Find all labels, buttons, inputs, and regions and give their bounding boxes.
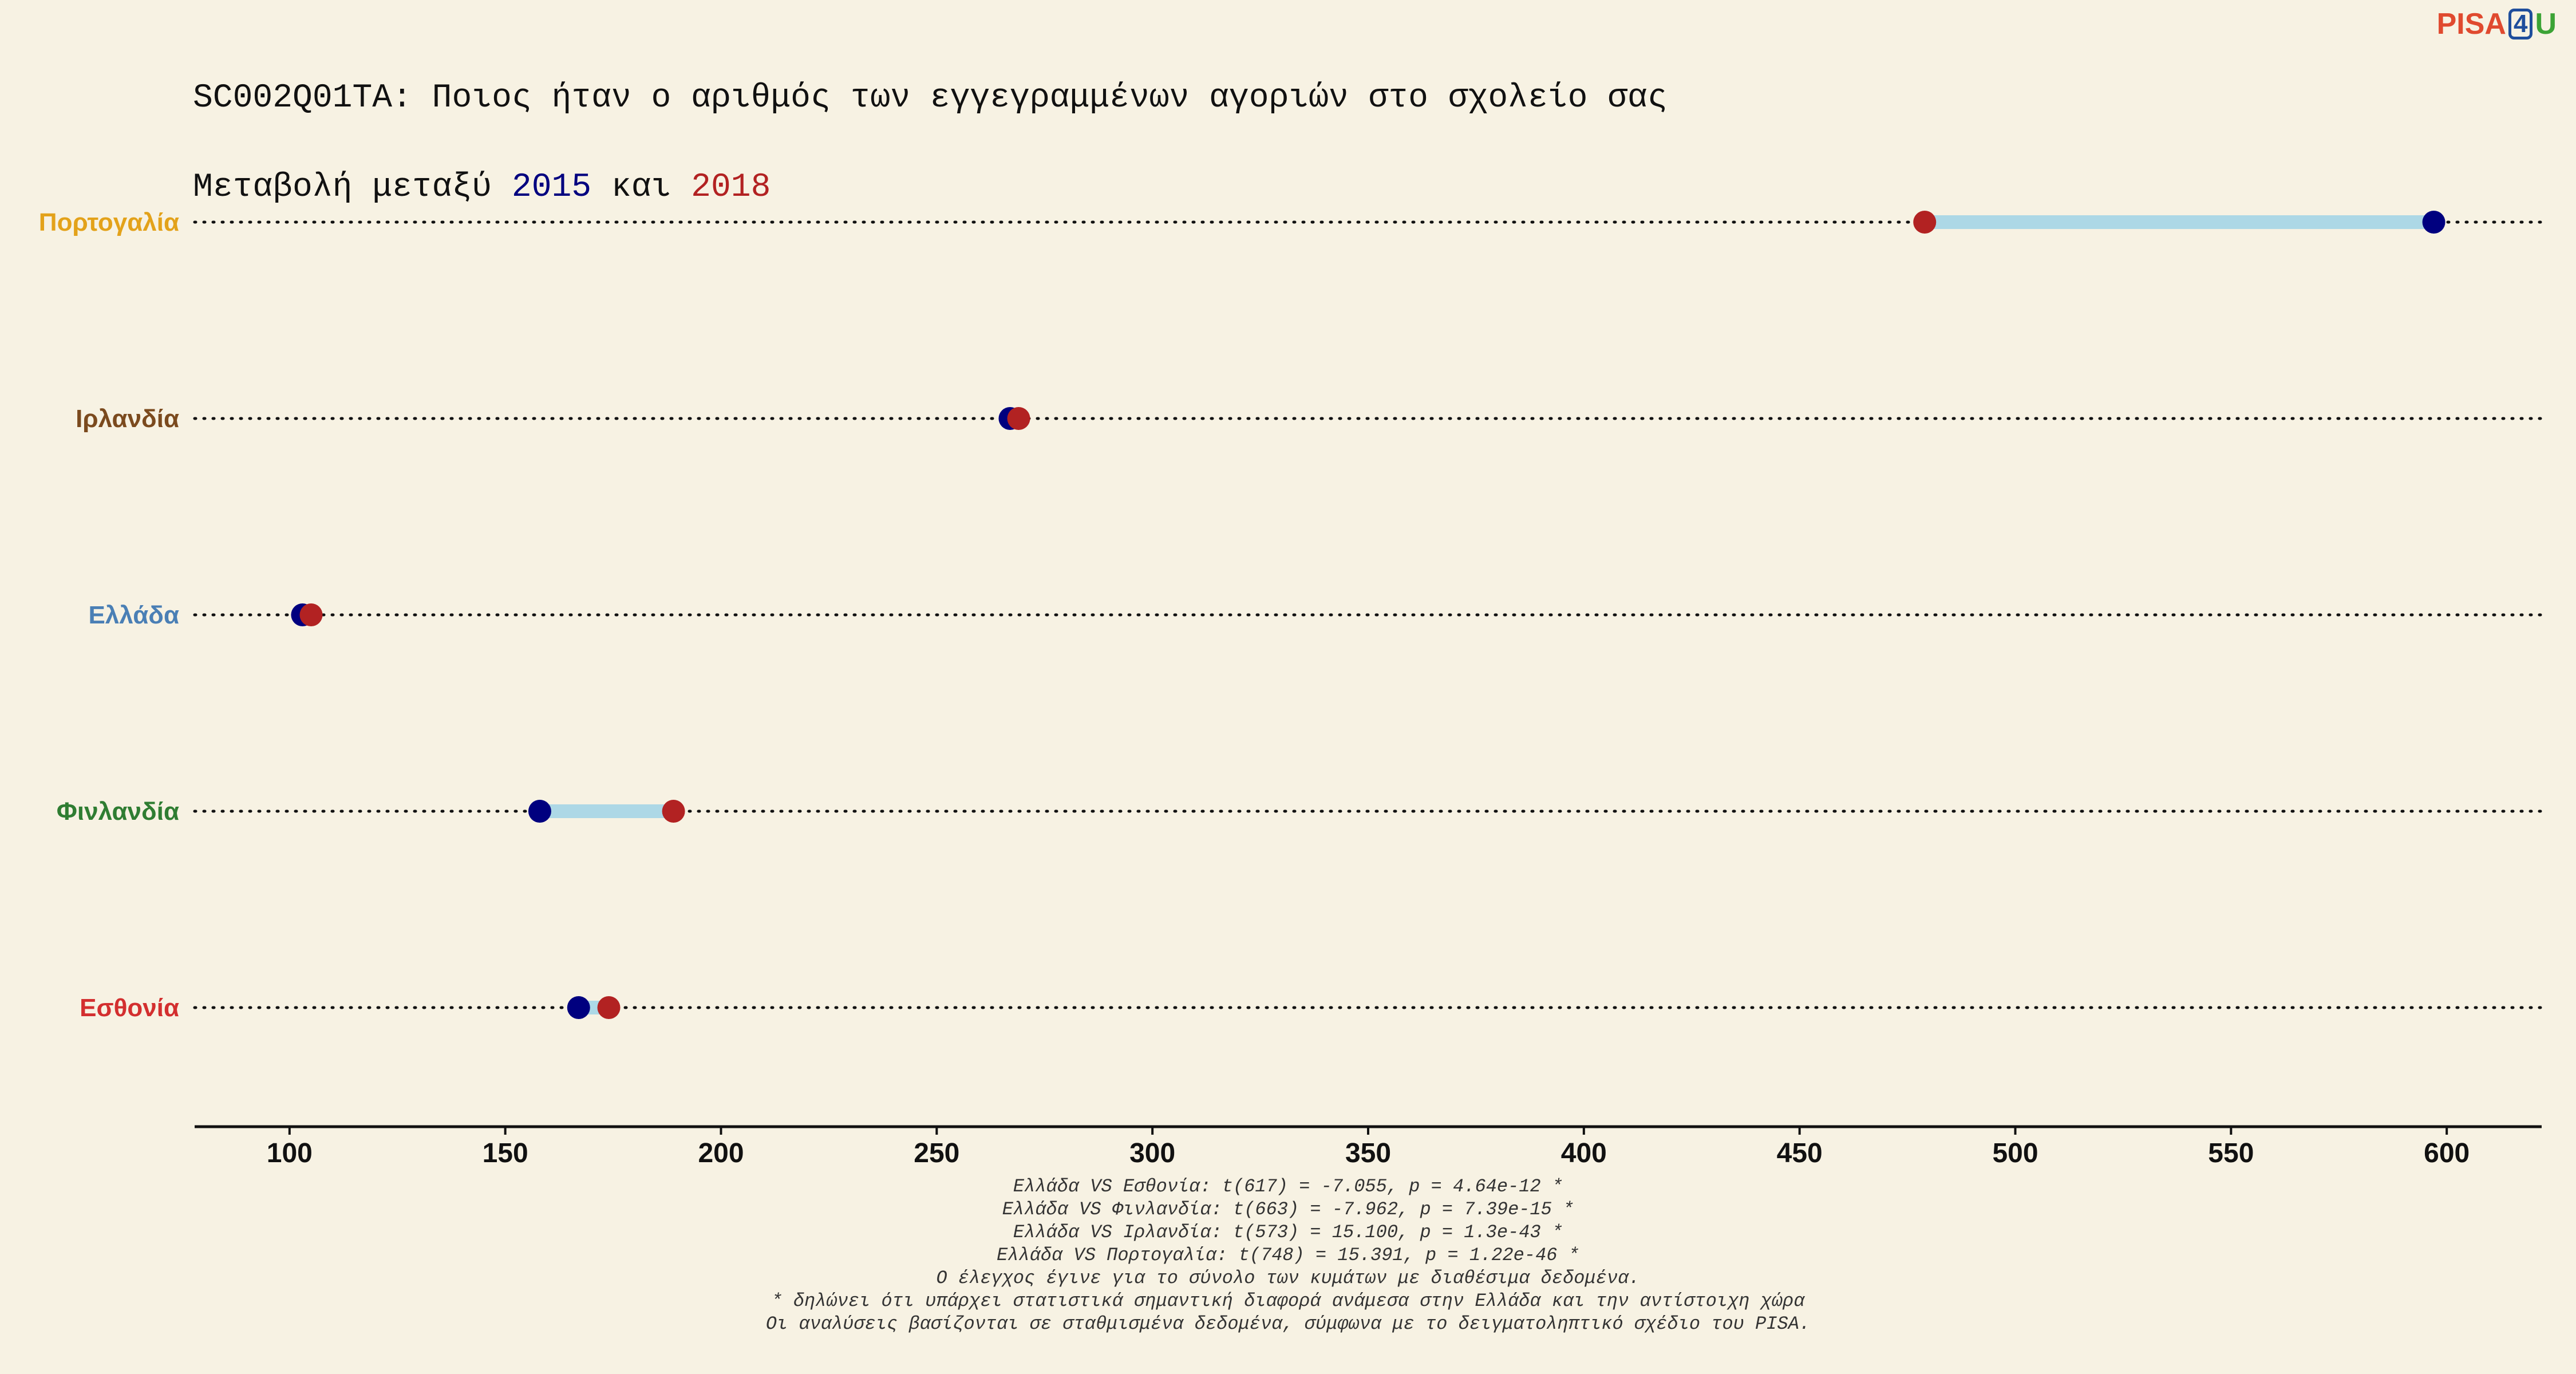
title-year-2015: 2015	[511, 169, 592, 206]
point-2018	[597, 996, 621, 1019]
point-2015	[567, 996, 590, 1019]
point-2018	[1007, 407, 1030, 430]
x-tick-label: 400	[1561, 1138, 1607, 1168]
point-2018	[662, 800, 685, 823]
footnote-line: Ελλάδα VS Φινλανδία: t(663) = -7.962, p …	[1002, 1199, 1574, 1220]
x-tick-label: 600	[2424, 1138, 2470, 1168]
pisa4u-logo: PISA 4 U	[2437, 7, 2557, 41]
footnote-line: * δηλώνει ότι υπάρχει στατιστικά σημαντι…	[771, 1290, 1805, 1312]
point-2015	[528, 800, 551, 823]
logo-part-pisa: PISA	[2436, 7, 2506, 41]
title-year-2018: 2018	[691, 169, 771, 206]
country-label: Φινλανδία	[57, 797, 179, 826]
title-mid: και	[591, 169, 692, 206]
x-tick-label: 150	[483, 1138, 528, 1168]
footnotes: Ελλάδα VS Εσθονία: t(617) = -7.055, p = …	[0, 1175, 2576, 1336]
x-tick-label: 250	[914, 1138, 959, 1168]
point-2018	[1913, 211, 1937, 234]
x-tick-label: 450	[1777, 1138, 1823, 1168]
title-line-2: Μεταβολή μεταξύ 2015 και 2018	[193, 171, 1668, 204]
country-label: Ιρλανδία	[76, 405, 179, 433]
x-tick-label: 300	[1129, 1138, 1175, 1168]
footnote-line: Ελλάδα VS Πορτογαλία: t(748) = 15.391, p…	[997, 1245, 1579, 1266]
x-tick-label: 350	[1345, 1138, 1391, 1168]
footnote-line: Ελλάδα VS Εσθονία: t(617) = -7.055, p = …	[1013, 1176, 1563, 1197]
x-tick-label: 200	[698, 1138, 744, 1168]
logo-part-4: 4	[2508, 9, 2533, 40]
country-label: Ελλάδα	[88, 601, 179, 629]
point-2018	[299, 603, 323, 626]
footnote-line: Οι αναλύσεις βασίζονται σε σταθμισμένα δ…	[765, 1313, 1811, 1334]
country-label: Εσθονία	[80, 994, 179, 1022]
footnote-line: Ο έλεγχος έγινε για το σύνολο των κυμάτω…	[936, 1268, 1640, 1289]
x-tick-label: 100	[267, 1138, 313, 1168]
point-2015	[2422, 211, 2445, 234]
title-line-1: SC002Q01TA: Ποιος ήταν ο αριθμός των εγγ…	[193, 80, 1668, 117]
x-tick-label: 500	[1992, 1138, 2038, 1168]
x-tick-label: 550	[2208, 1138, 2254, 1168]
footnote-line: Ελλάδα VS Ιρλανδία: t(573) = 15.100, p =…	[1013, 1222, 1563, 1243]
title-prefix: Μεταβολή μεταξύ	[193, 169, 512, 206]
dumbbell-chart: Πορτογαλία Ιρλανδία Ελλάδα Φινλανδία Εσθονία…	[39, 208, 2543, 1168]
chart-title: SC002Q01TA: Ποιος ήταν ο αριθμός των εγγ…	[193, 24, 1668, 232]
country-label: Πορτογαλία	[39, 208, 179, 236]
logo-part-u: U	[2535, 7, 2557, 41]
